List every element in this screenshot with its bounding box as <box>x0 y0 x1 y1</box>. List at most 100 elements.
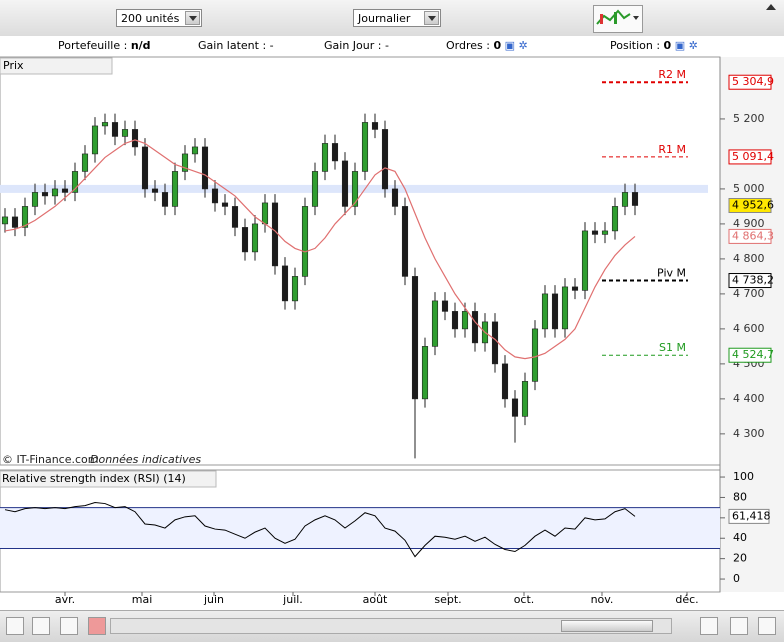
source: © IT-Finance.com <box>2 453 99 466</box>
pivot-level-name: R1 M <box>658 143 686 156</box>
chart-type-button[interactable] <box>593 5 643 33</box>
candle-body <box>281 265 289 302</box>
candle-body <box>491 321 499 365</box>
candle-body <box>451 311 459 330</box>
tool-button[interactable] <box>88 617 106 635</box>
candle-body <box>471 311 479 344</box>
y-tick-label: 4 300 <box>733 427 765 440</box>
orders-icon[interactable]: ▣ ✲ <box>504 39 528 52</box>
candle <box>381 120 389 198</box>
candle-body <box>181 153 189 172</box>
y-tick-label: 5 000 <box>733 182 765 195</box>
candle-body <box>321 143 329 172</box>
candle <box>111 113 119 146</box>
y-tick-label: 100 <box>733 470 754 483</box>
candle <box>421 337 429 408</box>
moving-average <box>4 139 636 360</box>
candle-body <box>241 227 249 253</box>
candle <box>581 222 589 300</box>
zoom-in-button[interactable] <box>730 617 748 635</box>
dropdown-arrow <box>185 11 200 25</box>
candle <box>31 183 39 216</box>
candle-body <box>211 188 219 204</box>
candle <box>431 292 439 356</box>
candle <box>1 208 9 233</box>
candle-body <box>201 146 209 190</box>
day-gain: Gain Jour : - <box>324 36 389 56</box>
candle <box>371 113 379 139</box>
candle-body <box>611 206 619 232</box>
y-tick-label: 4 600 <box>733 322 765 335</box>
candle-body <box>441 300 449 312</box>
pivot-value-box <box>728 74 772 90</box>
candle-body <box>221 202 229 207</box>
candle-body <box>371 122 379 130</box>
value-axis-area <box>720 57 784 592</box>
candle-body <box>121 129 129 137</box>
pivot-level-name: R2 M <box>658 68 686 81</box>
position-icon[interactable]: ▣ ✲ <box>674 39 698 52</box>
candle <box>21 197 29 237</box>
latent-gain: Gain latent : - <box>198 36 274 56</box>
tool-button[interactable] <box>32 617 50 635</box>
panel-title: Prix <box>3 59 24 72</box>
y-tick-label: 20 <box>733 552 747 565</box>
candle <box>531 320 539 391</box>
candle <box>171 162 179 216</box>
ma-value-label: 4 864,3 <box>732 229 774 242</box>
candle <box>301 197 309 286</box>
candle <box>211 180 219 212</box>
candle-body <box>421 346 429 400</box>
zoom-button[interactable] <box>700 617 718 635</box>
scrollbar[interactable] <box>110 618 672 634</box>
candle <box>231 197 239 237</box>
scroll-thumb[interactable] <box>561 620 653 632</box>
candle <box>401 197 409 286</box>
candle <box>551 285 559 338</box>
candle-body <box>521 381 529 417</box>
candle <box>271 194 279 275</box>
candle-body <box>61 188 69 193</box>
position-value: 0 <box>663 39 672 52</box>
pivot-value-box <box>728 149 772 165</box>
rsi-zone <box>0 507 720 549</box>
candle-body <box>511 398 519 417</box>
candle-body <box>501 363 509 400</box>
candle-body <box>111 122 119 137</box>
x-tick-label: oct. <box>514 593 535 606</box>
quantity-select[interactable]: 200 unités <box>116 9 202 27</box>
candle-body <box>21 206 29 228</box>
candle-body <box>401 206 409 277</box>
collapse-button[interactable] <box>766 4 776 10</box>
y-tick-label: 5 200 <box>733 112 765 125</box>
tool-button[interactable] <box>60 617 78 635</box>
candle <box>81 145 89 181</box>
latent-value: - <box>269 39 274 52</box>
x-tick-label: mai <box>132 593 153 606</box>
candle-body <box>591 230 599 235</box>
candle-body <box>301 206 309 277</box>
header-box <box>0 57 113 75</box>
candle <box>601 222 609 244</box>
candle <box>311 162 319 216</box>
candle-body <box>151 188 159 193</box>
info-bar: Portefeuille : n/d Gain latent : - Gain … <box>0 36 784 56</box>
x-tick-label: déc. <box>675 593 698 606</box>
candle <box>611 197 619 240</box>
candle <box>121 120 129 146</box>
candle-body <box>411 276 419 400</box>
tool-button[interactable] <box>6 617 24 635</box>
panel-header: Prix <box>0 57 113 75</box>
last-price-box <box>728 198 772 214</box>
zoom-out-button[interactable] <box>758 617 776 635</box>
candle-body <box>41 192 49 197</box>
day-label: Gain Jour : <box>324 39 382 52</box>
period-select[interactable]: Journalier <box>353 9 441 27</box>
pivot-value-label: 5 304,9 <box>732 75 774 88</box>
panel-header: Relative strength index (RSI) (14) <box>0 470 217 488</box>
candle-body <box>91 125 99 155</box>
candle <box>291 267 299 310</box>
pivot-value-label: 4 524,7 <box>732 348 774 361</box>
